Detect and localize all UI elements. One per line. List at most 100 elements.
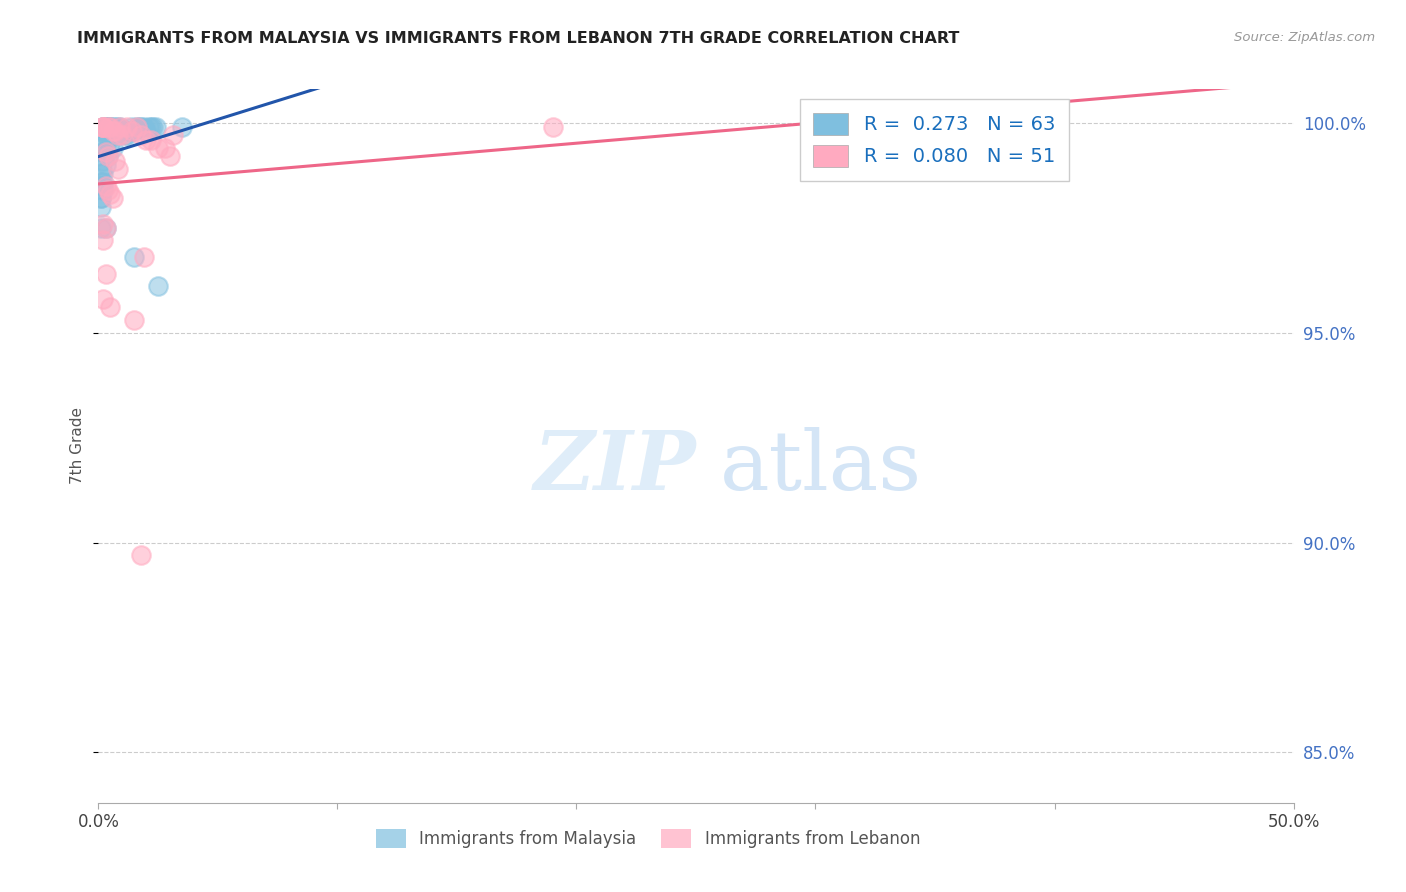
Point bbox=[159, 149, 181, 163]
Point bbox=[115, 120, 138, 134]
Point bbox=[172, 120, 194, 134]
Point bbox=[124, 250, 146, 264]
Point bbox=[131, 128, 153, 143]
Point bbox=[91, 120, 114, 134]
Point bbox=[104, 153, 127, 168]
Point bbox=[90, 200, 112, 214]
Point bbox=[94, 145, 117, 160]
Y-axis label: 7th Grade: 7th Grade bbox=[70, 408, 86, 484]
Point bbox=[148, 141, 170, 155]
Point bbox=[91, 175, 114, 189]
Point bbox=[135, 132, 157, 146]
Point bbox=[94, 124, 117, 138]
Point bbox=[94, 267, 117, 281]
Point bbox=[107, 124, 129, 138]
Point bbox=[115, 128, 138, 143]
Point bbox=[121, 124, 143, 138]
Point bbox=[91, 166, 114, 180]
Point bbox=[114, 128, 136, 143]
Point bbox=[104, 124, 127, 138]
Point bbox=[94, 128, 117, 143]
Point bbox=[98, 301, 122, 315]
Point bbox=[108, 120, 131, 134]
Point bbox=[131, 548, 153, 562]
Point bbox=[94, 145, 117, 160]
Point bbox=[541, 120, 564, 134]
Point bbox=[90, 191, 112, 205]
Point bbox=[98, 136, 122, 151]
Point bbox=[138, 120, 160, 134]
Point bbox=[97, 120, 120, 134]
Point bbox=[97, 124, 120, 138]
Point bbox=[91, 120, 114, 134]
Point bbox=[98, 120, 122, 134]
Point bbox=[132, 250, 155, 264]
Point bbox=[148, 279, 170, 293]
Point bbox=[91, 153, 114, 168]
Point bbox=[111, 124, 134, 138]
Text: IMMIGRANTS FROM MALAYSIA VS IMMIGRANTS FROM LEBANON 7TH GRADE CORRELATION CHART: IMMIGRANTS FROM MALAYSIA VS IMMIGRANTS F… bbox=[77, 31, 960, 46]
Point bbox=[90, 220, 112, 235]
Point bbox=[125, 120, 148, 134]
Point bbox=[124, 124, 146, 138]
Point bbox=[142, 120, 165, 134]
Point bbox=[91, 145, 114, 160]
Point bbox=[145, 120, 167, 134]
Point bbox=[97, 149, 120, 163]
Text: ZIP: ZIP bbox=[533, 427, 696, 508]
Point bbox=[97, 149, 120, 163]
Point bbox=[104, 128, 127, 143]
Legend: Immigrants from Malaysia, Immigrants from Lebanon: Immigrants from Malaysia, Immigrants fro… bbox=[370, 822, 927, 855]
Point bbox=[128, 120, 150, 134]
Point bbox=[101, 141, 124, 155]
Point bbox=[108, 120, 131, 134]
Point bbox=[94, 120, 117, 134]
Point bbox=[111, 128, 134, 143]
Point bbox=[94, 120, 117, 134]
Point bbox=[125, 120, 148, 134]
Point bbox=[131, 120, 153, 134]
Point bbox=[101, 128, 124, 143]
Point bbox=[124, 313, 146, 327]
Text: atlas: atlas bbox=[720, 427, 922, 508]
Point bbox=[118, 124, 141, 138]
Point bbox=[90, 191, 112, 205]
Point bbox=[101, 191, 124, 205]
Point bbox=[91, 183, 114, 197]
Point bbox=[91, 120, 114, 134]
Point bbox=[91, 120, 114, 134]
Point bbox=[135, 124, 157, 138]
Point bbox=[104, 120, 127, 134]
Point bbox=[91, 292, 114, 306]
Point bbox=[101, 120, 124, 134]
Point bbox=[98, 187, 122, 202]
Point bbox=[91, 145, 114, 160]
Point bbox=[139, 132, 162, 146]
Point bbox=[94, 220, 117, 235]
Point bbox=[94, 220, 117, 235]
Point bbox=[90, 166, 112, 180]
Point bbox=[132, 120, 155, 134]
Point bbox=[91, 217, 114, 231]
Text: Source: ZipAtlas.com: Source: ZipAtlas.com bbox=[1234, 31, 1375, 45]
Point bbox=[98, 120, 122, 134]
Point bbox=[162, 128, 184, 143]
Point bbox=[101, 124, 124, 138]
Point bbox=[97, 120, 120, 134]
Point bbox=[90, 178, 112, 193]
Point bbox=[91, 233, 114, 247]
Point bbox=[94, 158, 117, 172]
Point bbox=[97, 120, 120, 134]
Point bbox=[107, 120, 129, 134]
Point bbox=[139, 120, 162, 134]
Point bbox=[94, 132, 117, 146]
Point bbox=[121, 120, 143, 134]
Point bbox=[97, 132, 120, 146]
Point bbox=[94, 178, 117, 193]
Point bbox=[91, 178, 114, 193]
Point bbox=[155, 141, 177, 155]
Point bbox=[107, 161, 129, 176]
Point bbox=[91, 124, 114, 138]
Point bbox=[91, 120, 114, 134]
Point bbox=[91, 120, 114, 134]
